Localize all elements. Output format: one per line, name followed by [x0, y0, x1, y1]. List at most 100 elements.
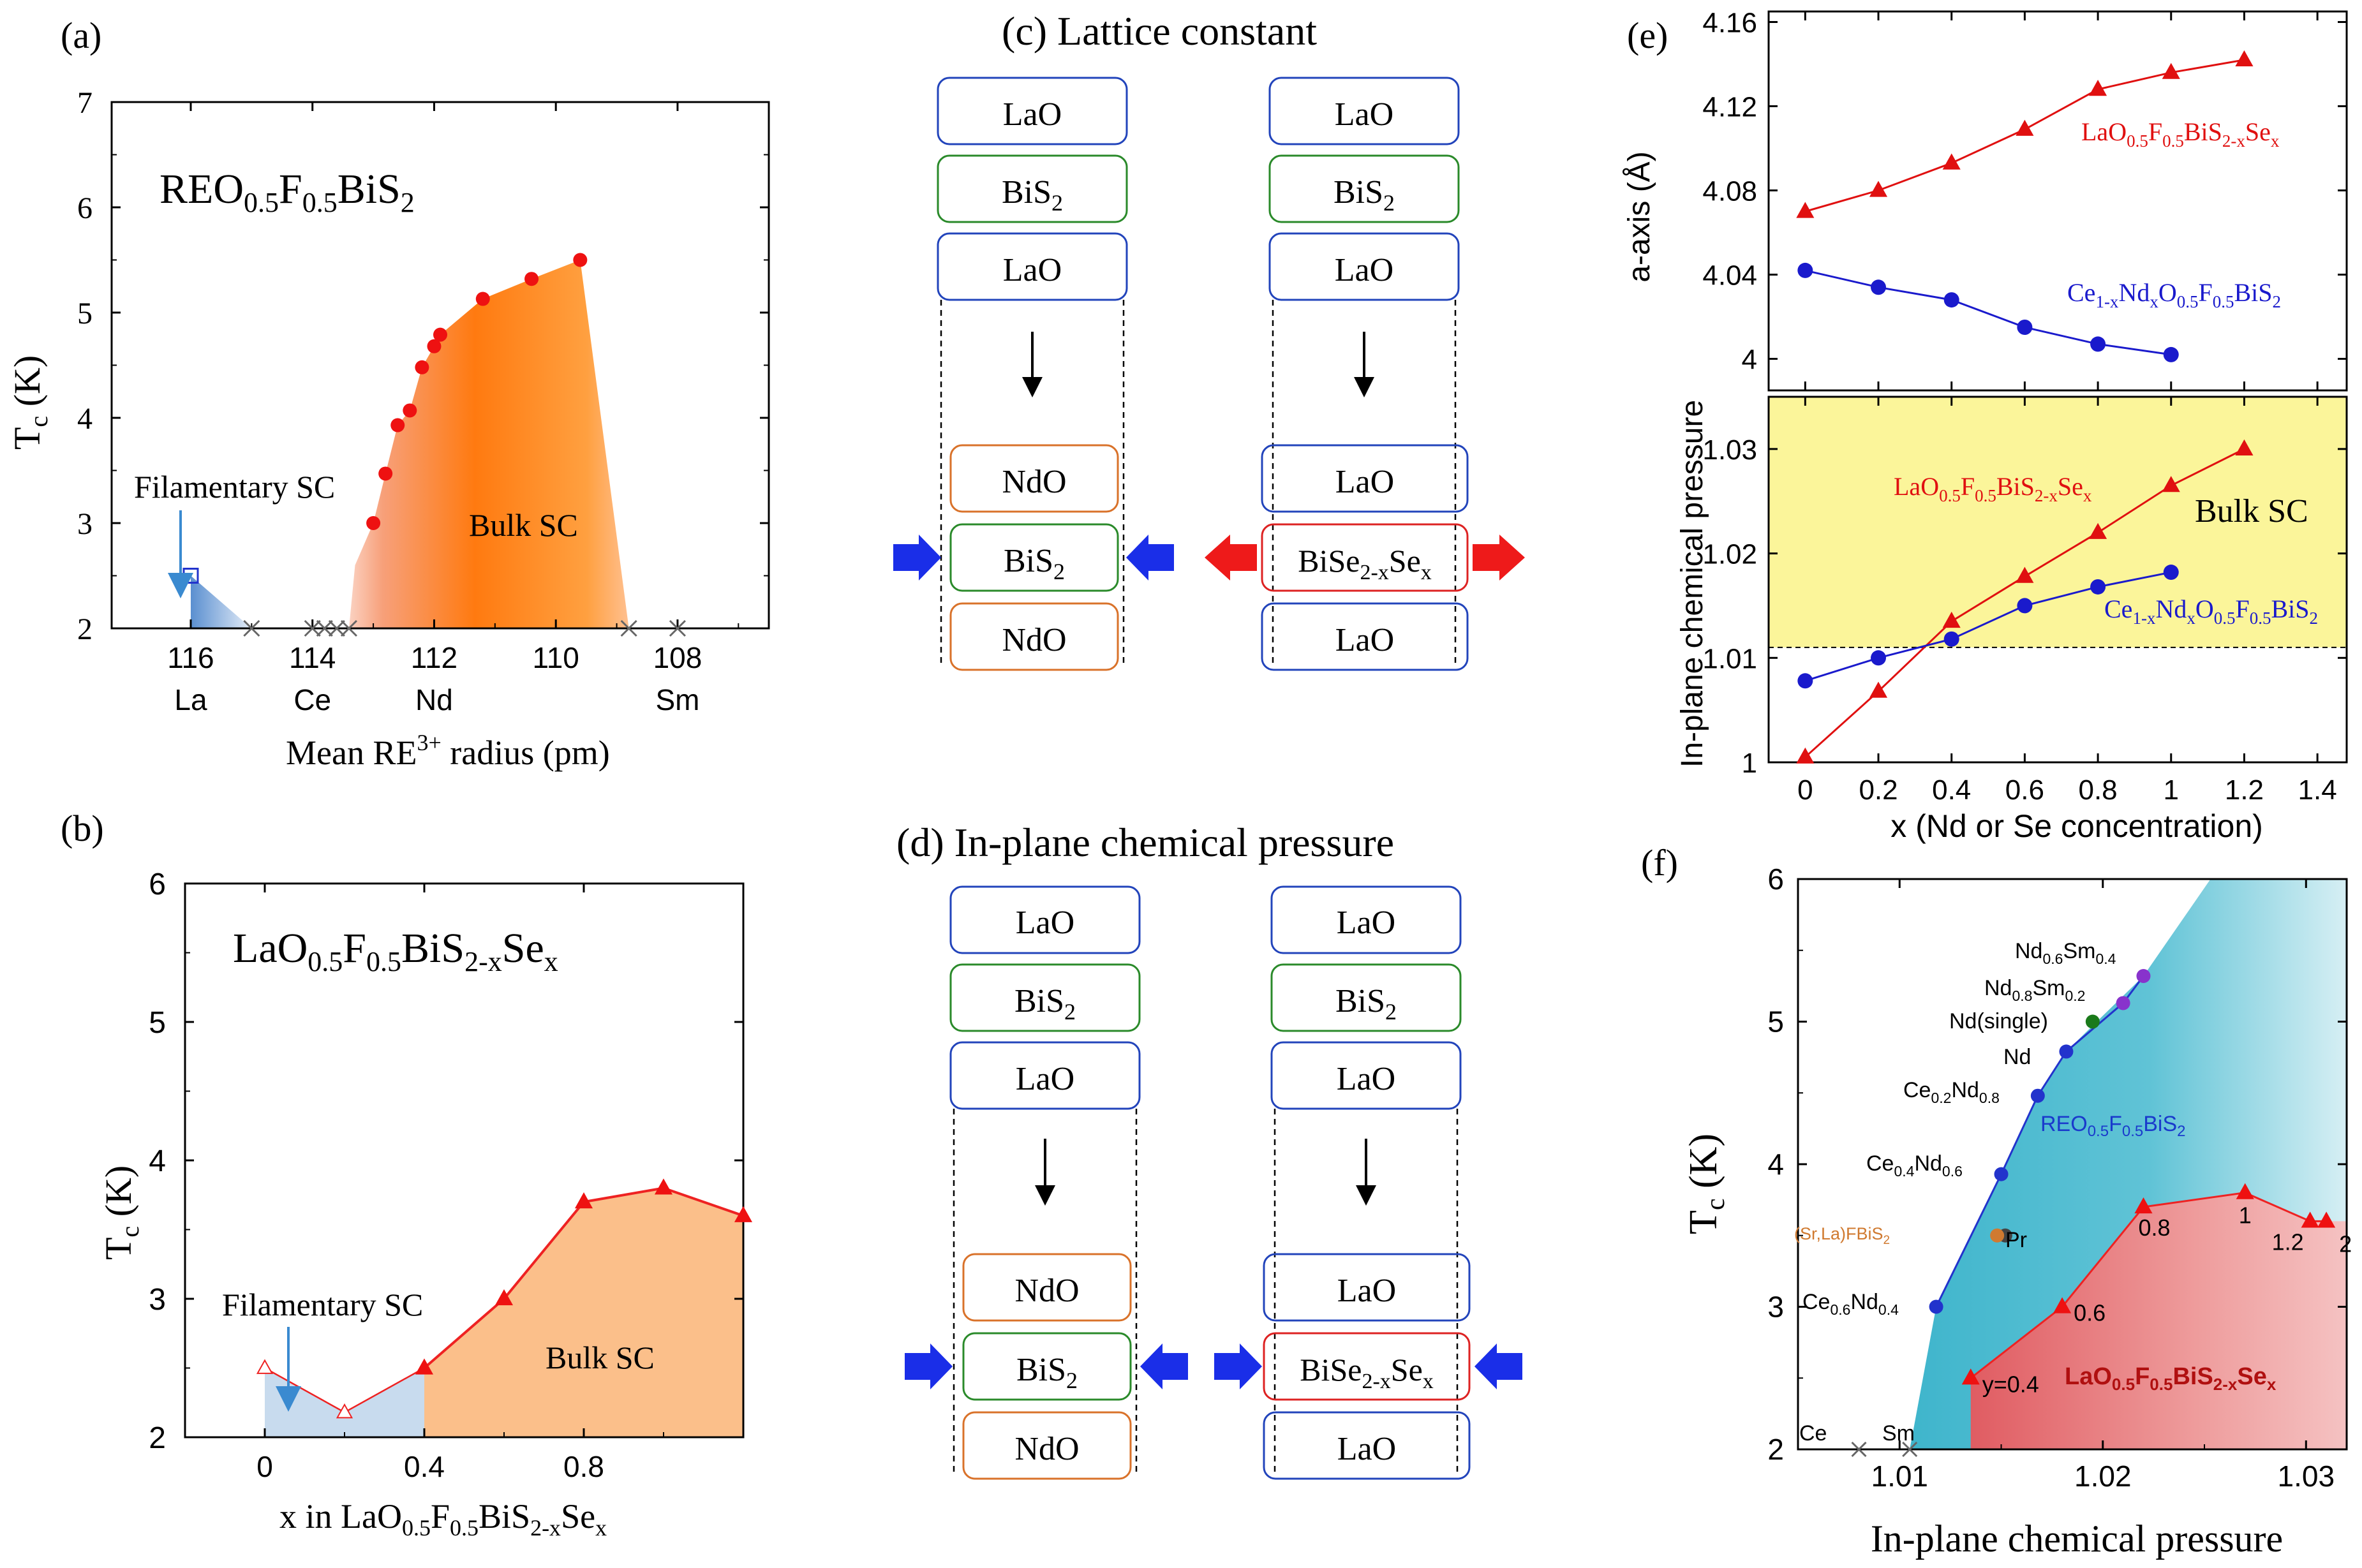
e-bottom-ytick-label: 1.02 [1702, 539, 1757, 570]
b-bulk-point [415, 1358, 434, 1375]
a-ytick-label: 5 [77, 297, 93, 330]
e-bottom-point [1871, 650, 1887, 666]
f-reo-point [2116, 996, 2130, 1010]
e-xtick-label: 0.8 [2078, 774, 2117, 806]
e-xtick-label: 1 [2164, 774, 2179, 806]
panel-e: (e) 4 4.04 4.08 4.12 4.16 1 1.01 1.02 1.03 0 0.2 0.… [1623, 8, 2348, 844]
a-element-label: La [174, 683, 207, 716]
a-xtick-label: 112 [411, 641, 457, 674]
f-label-ce: Ce [1799, 1421, 1827, 1446]
b-filamentary-point [256, 1359, 274, 1374]
c-right-bis [1268, 154, 1460, 223]
f-se-point-label: 1.2 [2272, 1229, 2304, 1255]
c-right-lao-4 [1261, 602, 1469, 671]
d-left-inward-arrow-left [905, 1343, 953, 1389]
a-ylabel: Tc (K) [6, 355, 53, 450]
e-xtick-label: 0 [1797, 774, 1813, 806]
f-reo-point [2059, 1044, 2074, 1059]
e-bottom-ytick-label: 1.01 [1702, 643, 1757, 674]
d-right-bis-label: BiS2 [1335, 983, 1397, 1024]
a-bulk-point [366, 516, 381, 530]
d-right-lao-1 [1270, 885, 1462, 954]
f-extra-point [1990, 1228, 2005, 1243]
b-xtick-label: 0.8 [563, 1450, 604, 1483]
b-bulk-point [654, 1178, 673, 1195]
c-right-lao-4-label: LaO [1335, 622, 1394, 658]
f-se-point-label: 0.6 [2074, 1300, 2106, 1326]
e-bottom-point [2089, 522, 2107, 539]
a-ytick-label: 2 [77, 612, 93, 646]
e-top-ytick-label: 4 [1742, 344, 1757, 376]
f-se-point [2317, 1211, 2336, 1228]
f-se-region [1970, 1192, 2347, 1449]
f-label-nd06sm04: Nd0.6Sm0.4 [2015, 939, 2116, 967]
f-se-point-label: 1 [2239, 1202, 2252, 1229]
c-left-ndo-1-label: NdO [1002, 464, 1066, 500]
a-xtick-label: 108 [653, 641, 702, 674]
e-top-point [2089, 80, 2107, 96]
d-left-lao-1 [949, 885, 1141, 954]
e-bottom-point [2090, 579, 2106, 595]
f-label-sm: Sm [1882, 1421, 1915, 1446]
a-bulk-label: Bulk SC [469, 507, 578, 543]
panel-c-title: (c) Lattice constant [1002, 8, 1317, 54]
f-se-point [2301, 1211, 2319, 1228]
e-bottom-point [2162, 476, 2180, 492]
a-xtick-label: 110 [533, 641, 579, 674]
e-bottom-ylabel: In-plane chemical pressure [1675, 400, 1709, 767]
d-left-ndo-1 [962, 1253, 1132, 1322]
c-left-lao-2-label: LaO [1003, 252, 1062, 288]
f-xtick-label: 1.02 [2074, 1460, 2132, 1493]
f-label-nd08sm02: Nd0.8Sm0.2 [1984, 976, 2085, 1004]
f-reo-point [1994, 1167, 2009, 1181]
f-label-ndsingle: Nd(single) [1949, 1009, 2048, 1033]
f-se-point-label: 2 [2339, 1231, 2352, 1257]
e-top-point [1942, 153, 1961, 170]
d-right-inward-arrow-right [1474, 1343, 1522, 1389]
e-xtick-label: 1.2 [2225, 774, 2264, 806]
d-right-lao-3 [1263, 1253, 1471, 1322]
b-bulk-point [494, 1289, 514, 1306]
d-right-lao-4 [1263, 1411, 1471, 1480]
c-left-stack: LaO BiS2 LaO NdO BiS2 NdO [893, 77, 1174, 671]
panel-c: (c) Lattice constant LaO BiS2 LaO NdO Bi… [893, 8, 1525, 671]
d-right-lao-2 [1270, 1041, 1462, 1110]
d-left-ndo-1-label: NdO [1014, 1273, 1079, 1309]
d-left-ndo-2 [962, 1411, 1132, 1480]
a-bulk-point [378, 466, 393, 481]
e-top-point [1871, 279, 1887, 295]
c-right-lao-2-label: LaO [1335, 252, 1393, 288]
e-top-se-label: LaO0.5F0.5BiS2-xSex [2081, 117, 2280, 151]
e-bottom-ytick-label: 1 [1742, 748, 1757, 779]
c-right-outward-arrow-right [1473, 535, 1525, 581]
e-bottom-frame [1767, 396, 2348, 764]
b-bulk-label: Bulk SC [546, 1340, 655, 1375]
a-element-label: Nd [415, 683, 453, 716]
d-left-inward-arrow-right [1140, 1343, 1188, 1389]
f-reo-point [1929, 1299, 1943, 1314]
e-top-ytick-label: 4.04 [1702, 260, 1757, 292]
e-top-ytick-label: 4.16 [1702, 8, 1757, 39]
a-non-sc-point [340, 619, 358, 637]
d-left-bis-2-label: BiS2 [1016, 1352, 1078, 1393]
a-bulk-point [403, 403, 417, 418]
f-non-sc-point [1902, 1441, 1918, 1458]
e-bottom-series-line [1804, 571, 2172, 682]
c-left-ndo-1 [949, 444, 1119, 513]
panel-b: (b) 2 3 4 5 6 0 0.4 0.8 LaO0.5F0.5BiS2-xSex Fil… [61, 808, 753, 1541]
d-right-lao-3-label: LaO [1337, 1273, 1396, 1309]
b-ytick-label: 3 [149, 1283, 166, 1317]
b-ylabel: Tc (K) [98, 1165, 144, 1260]
c-left-lao-1-label: LaO [1003, 96, 1062, 133]
f-reo-point [2030, 1088, 2045, 1103]
panel-f-label: (f) [1641, 842, 1678, 884]
f-label-pr: Pr [2005, 1228, 2027, 1252]
e-bottom-point [2235, 439, 2254, 455]
c-right-lao-1-label: LaO [1335, 96, 1393, 133]
e-top-point [2162, 63, 2180, 79]
a-non-sc-point [304, 619, 321, 637]
b-xtick-label: 0.4 [404, 1450, 445, 1483]
a-non-sc-point [243, 619, 260, 637]
a-non-sc-point [620, 619, 637, 637]
